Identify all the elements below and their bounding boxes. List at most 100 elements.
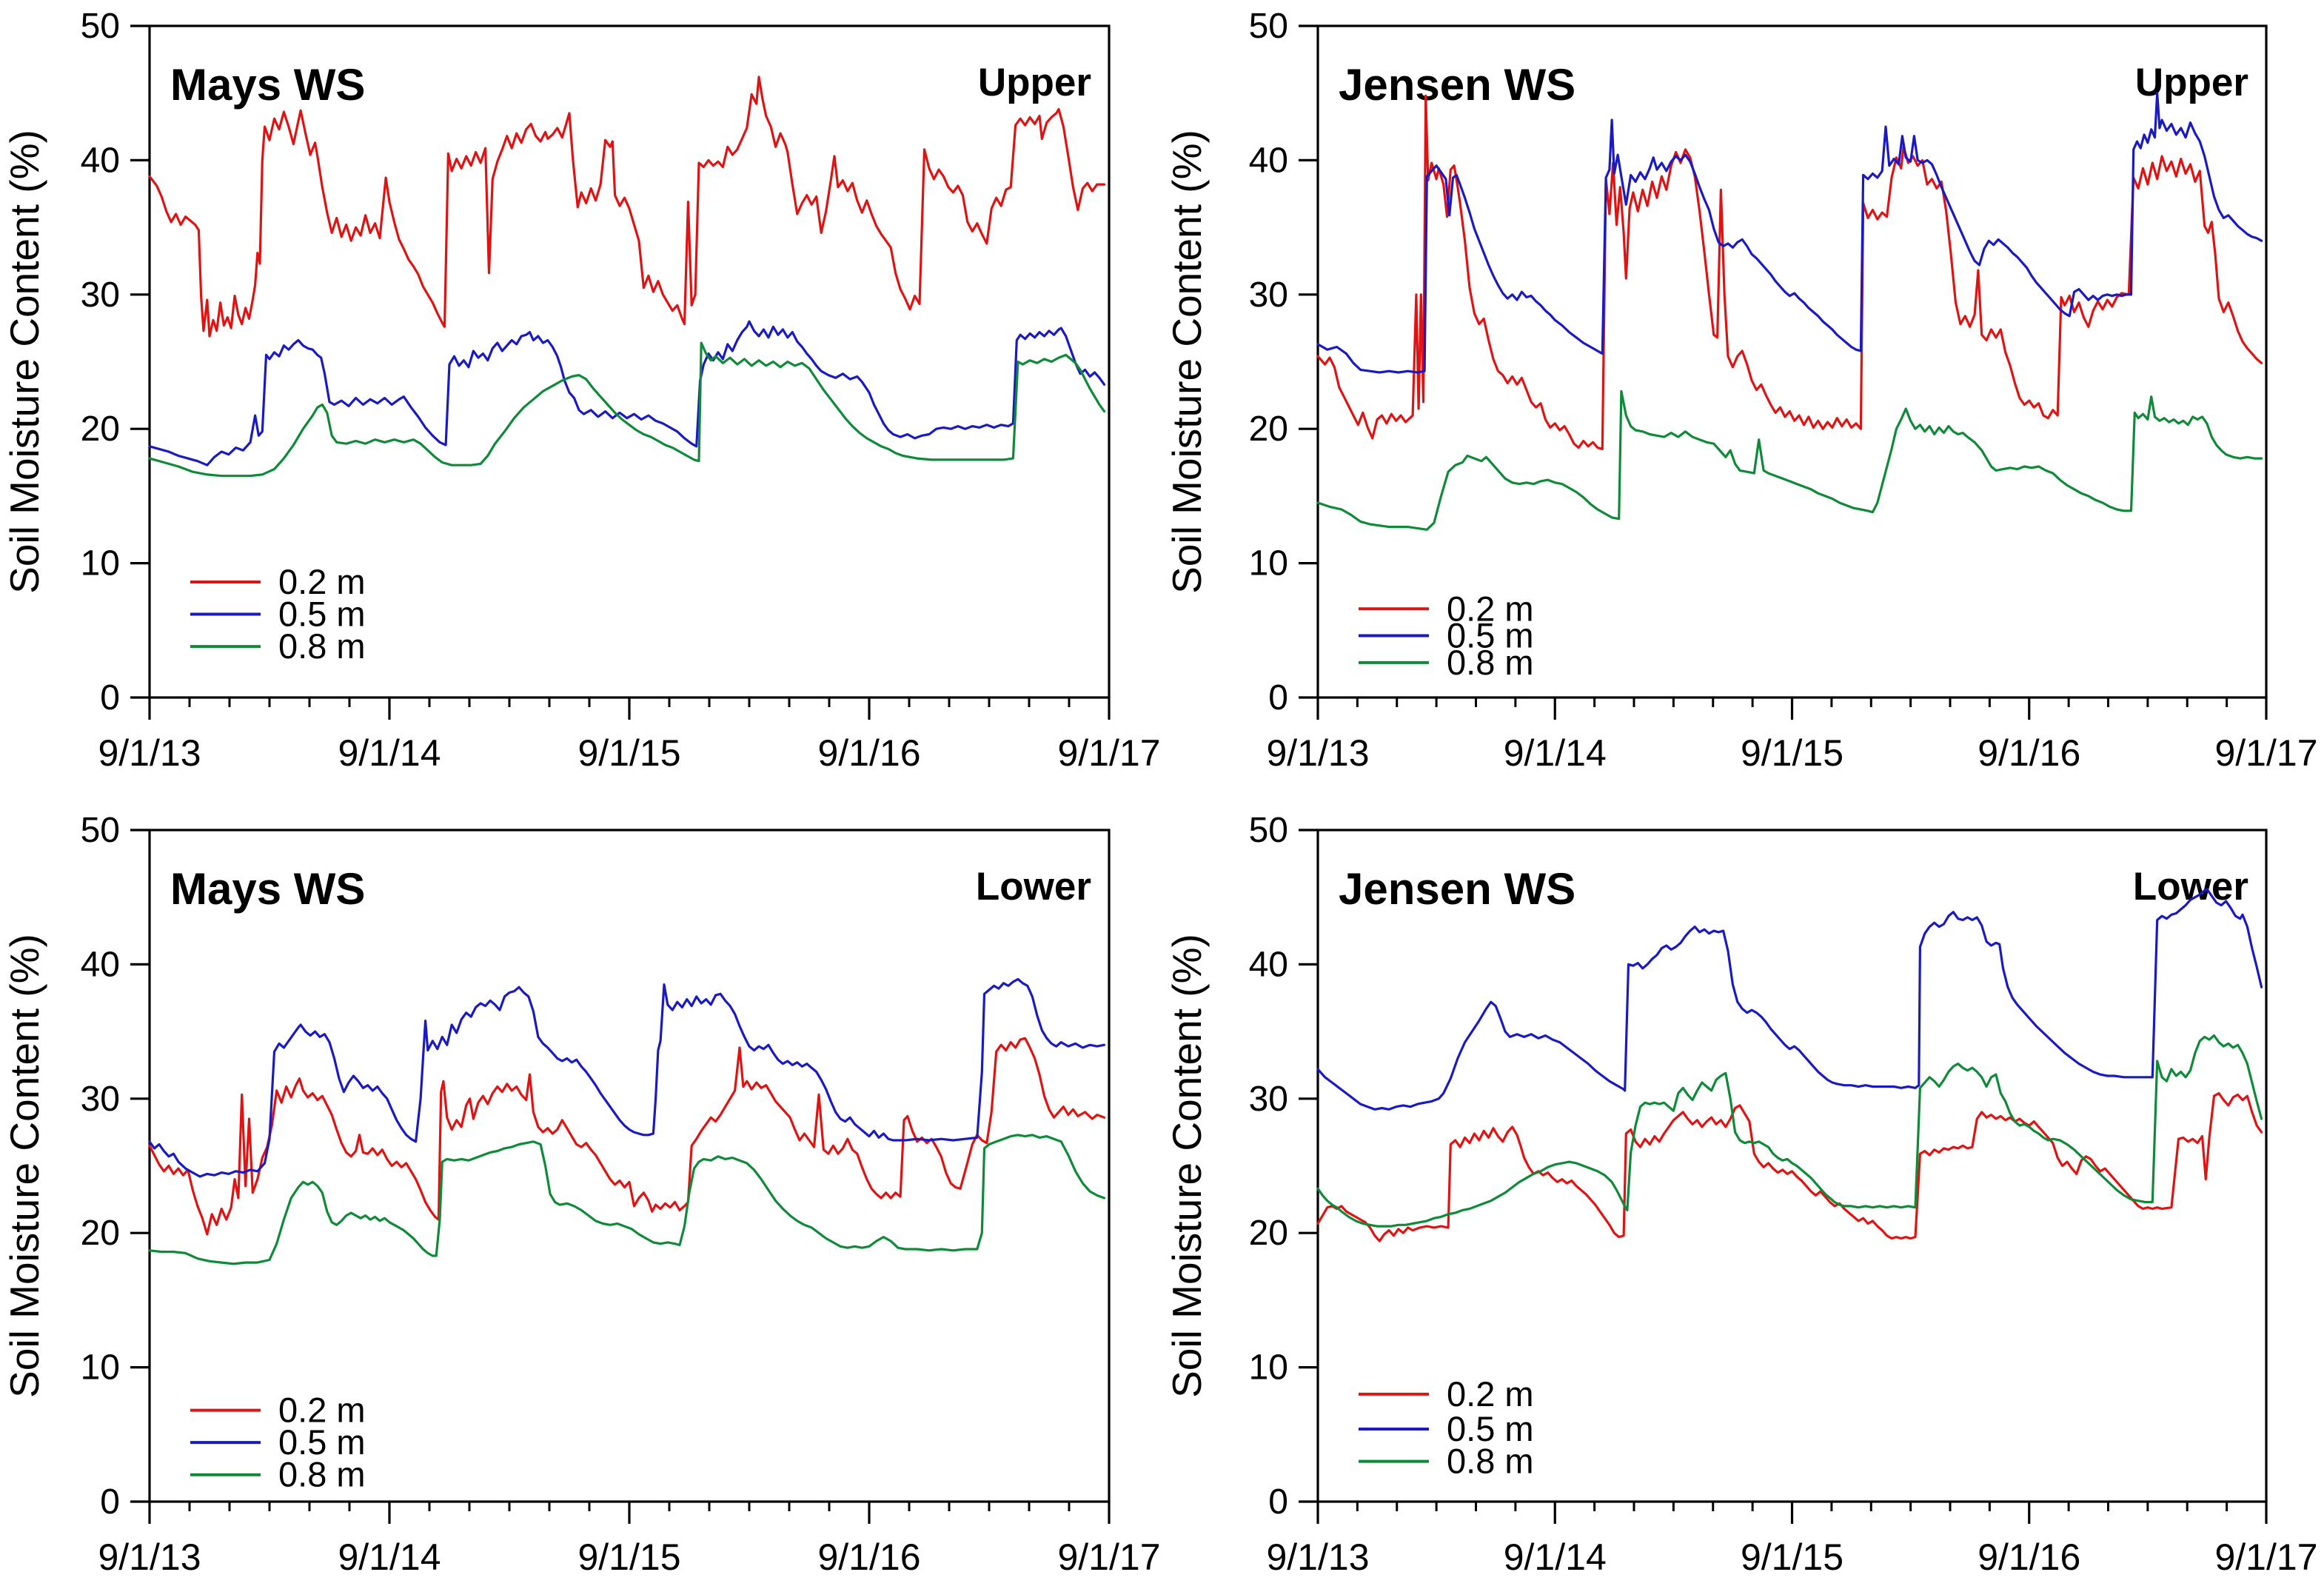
series-line-0.5m [1316, 888, 2263, 1111]
y-tick-label: 50 [1249, 811, 1288, 850]
panel-position-label: Lower [2133, 865, 2248, 909]
panel-mays-lower: 0 10 20 30 40 50 9/1/13 9/1/14 9/1/15 9/1/16 9/1/1… [0, 794, 1162, 1589]
x-tick-label: 9/1/17 [1057, 1536, 1160, 1578]
x-tick-label: 9/1/15 [577, 732, 680, 774]
legend-label: 0.2 m [278, 1391, 366, 1430]
y-tick-label: 10 [1249, 544, 1288, 583]
legend-label: 0.2 m [1447, 1374, 1534, 1414]
y-axis-title: Soil Moisture Content (%) [1, 934, 47, 1398]
panel-title: Mays WS [170, 864, 365, 914]
panel-title: Jensen WS [1339, 60, 1575, 110]
series-line-0.2m [148, 1037, 1106, 1236]
panel-title: Jensen WS [1339, 864, 1575, 914]
y-tick-label: 0 [100, 678, 120, 717]
series-line-0.2m [1316, 1091, 2263, 1242]
y-axis-title: Soil Moisture Content (%) [1164, 934, 1210, 1398]
series-line-0.8m [1316, 1034, 2263, 1228]
x-tick-label: 9/1/15 [1741, 732, 1844, 774]
x-tick-label: 9/1/13 [1266, 732, 1369, 774]
legend: 0.2 m0.5 m0.8 m [190, 562, 366, 666]
series-line-0.5m [148, 320, 1106, 466]
y-tick-label: 20 [81, 1214, 120, 1253]
legend-label: 0.8 m [1447, 643, 1534, 682]
series-line-0.8m [1316, 389, 2263, 531]
y-tick-label: 40 [1249, 141, 1288, 180]
x-tick-label: 9/1/15 [1741, 1536, 1844, 1578]
y-tick-label: 50 [81, 811, 120, 850]
y-axis: 0 10 20 30 40 50 [1249, 811, 1318, 1522]
y-axis: 0 10 20 30 40 50 [1249, 7, 1318, 717]
series-line-0.8m [148, 341, 1106, 478]
panel-position-label: Upper [2135, 61, 2248, 104]
y-tick-label: 30 [1249, 1080, 1288, 1119]
legend-label: 0.8 m [278, 626, 366, 666]
y-tick-label: 20 [1249, 409, 1288, 449]
y-tick-label: 30 [1249, 275, 1288, 315]
legend: 0.2 m0.5 m0.8 m [1359, 1374, 1534, 1481]
y-tick-label: 30 [81, 275, 120, 315]
panel-jensen-lower: 0 10 20 30 40 50 9/1/13 9/1/14 9/1/15 9/1/16 9/1/1… [1162, 794, 2324, 1589]
panel-jensen-upper: 0 10 20 30 40 50 9/1/13 9/1/14 9/1/15 9/1/16 9/1/1… [1162, 0, 2324, 794]
y-tick-label: 0 [1268, 1482, 1288, 1522]
legend: 0.2 m0.5 m0.8 m [1359, 589, 1534, 682]
x-axis: 9/1/13 9/1/14 9/1/15 9/1/16 9/1/17 [98, 1502, 1161, 1578]
x-tick-label: 9/1/17 [2214, 732, 2317, 774]
x-tick-label: 9/1/14 [1504, 1536, 1607, 1578]
legend-label: 0.8 m [278, 1455, 366, 1494]
x-tick-label: 9/1/16 [1978, 732, 2080, 774]
x-tick-label: 9/1/13 [1266, 1536, 1369, 1578]
legend: 0.2 m0.5 m0.8 m [190, 1391, 366, 1494]
legend-label: 0.8 m [1447, 1442, 1534, 1481]
legend-label: 0.5 m [278, 1422, 366, 1462]
x-axis: 9/1/13 9/1/14 9/1/15 9/1/16 9/1/17 [1266, 1502, 2318, 1578]
x-tick-label: 9/1/14 [338, 732, 441, 774]
legend-label: 0.2 m [278, 562, 366, 601]
x-tick-label: 9/1/17 [1057, 732, 1160, 774]
x-tick-label: 9/1/15 [577, 1536, 680, 1578]
x-tick-label: 9/1/16 [817, 1536, 920, 1578]
x-tick-label: 9/1/16 [817, 732, 920, 774]
y-axis-title: Soil Moisture Content (%) [1, 130, 47, 594]
x-tick-label: 9/1/14 [338, 1536, 441, 1578]
legend-label: 0.5 m [1447, 616, 1534, 655]
series-line-0.5m [148, 977, 1106, 1178]
series-line-0.5m [1316, 92, 2263, 374]
x-axis: 9/1/13 9/1/14 9/1/15 9/1/16 9/1/17 [98, 698, 1161, 774]
x-tick-label: 9/1/13 [98, 732, 201, 774]
series-line-0.2m [148, 76, 1106, 338]
series-line-0.2m [1316, 94, 2263, 451]
y-tick-label: 10 [81, 544, 120, 583]
y-tick-label: 40 [81, 945, 120, 984]
y-tick-label: 0 [1268, 678, 1288, 717]
panel-title: Mays WS [170, 60, 365, 110]
y-tick-label: 50 [81, 7, 120, 46]
y-tick-label: 10 [81, 1348, 120, 1388]
legend-label: 0.5 m [1447, 1409, 1534, 1448]
x-tick-label: 9/1/14 [1504, 732, 1607, 774]
y-tick-label: 40 [81, 141, 120, 180]
panel-mays-upper: 0 10 20 30 40 50 9/1/13 9/1/14 9/1/15 9/1/16 9/1/1… [0, 0, 1162, 794]
x-tick-label: 9/1/17 [2214, 1536, 2317, 1578]
x-axis: 9/1/13 9/1/14 9/1/15 9/1/16 9/1/17 [1266, 698, 2318, 774]
y-tick-label: 40 [1249, 945, 1288, 984]
y-tick-label: 10 [1249, 1348, 1288, 1388]
y-tick-label: 0 [100, 1482, 120, 1522]
panel-position-label: Lower [976, 865, 1091, 909]
series-line-0.8m [148, 1134, 1106, 1265]
y-tick-label: 20 [81, 409, 120, 449]
legend-label: 0.2 m [1447, 589, 1534, 628]
y-axis-title: Soil Moisture Content (%) [1164, 130, 1210, 594]
panel-position-label: Upper [978, 61, 1091, 104]
legend-label: 0.5 m [278, 595, 366, 634]
y-tick-label: 50 [1249, 7, 1288, 46]
y-tick-label: 20 [1249, 1214, 1288, 1253]
y-axis: 0 10 20 30 40 50 [81, 7, 150, 717]
y-tick-label: 30 [81, 1080, 120, 1119]
y-axis: 0 10 20 30 40 50 [81, 811, 150, 1522]
x-tick-label: 9/1/13 [98, 1536, 201, 1578]
